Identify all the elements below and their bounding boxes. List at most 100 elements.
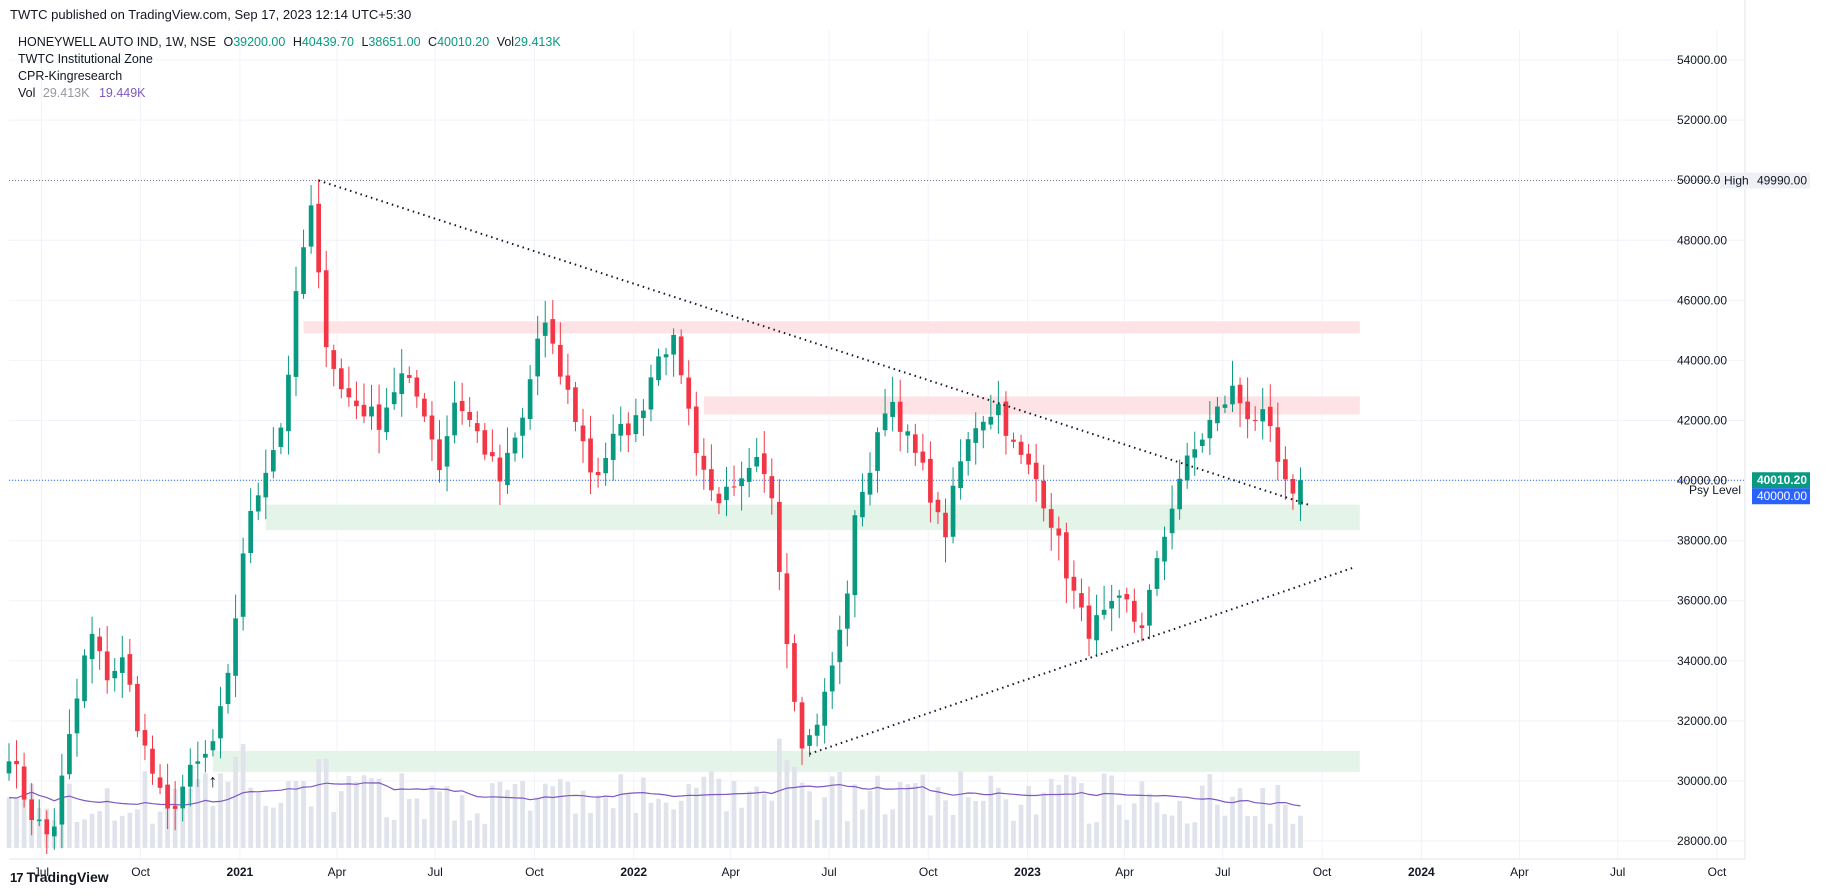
volume-bar xyxy=(1252,816,1258,848)
candle-up xyxy=(905,431,911,436)
volume-ma-value: 19.449K xyxy=(98,86,146,100)
volume-bar xyxy=(354,782,359,848)
candle-up xyxy=(270,450,276,472)
candle-up xyxy=(51,826,57,837)
candle-up xyxy=(618,423,624,436)
volume-bar xyxy=(980,800,986,848)
candle-down xyxy=(1139,625,1145,629)
candle-up xyxy=(1298,480,1303,505)
time-tick-label: Apr xyxy=(1510,865,1529,879)
candle-down xyxy=(580,425,586,442)
candle-up xyxy=(535,338,541,377)
candle-down xyxy=(777,501,782,572)
volume-bar xyxy=(656,798,661,848)
volume-bar xyxy=(1018,804,1024,848)
time-tick-label: Oct xyxy=(919,865,938,879)
candle-down xyxy=(1245,401,1250,420)
candle-up xyxy=(82,655,87,702)
volume-bar xyxy=(89,813,95,848)
psy-level-label: Psy Level xyxy=(1689,483,1741,497)
high-label: High xyxy=(1724,173,1749,187)
volume-bar xyxy=(860,809,865,848)
indicator-cpr[interactable]: CPR-Kingresearch xyxy=(18,69,123,83)
volume-bar xyxy=(406,799,412,848)
symbol-ohlc-row[interactable]: HONEYWELL AUTO IND, 1W, NSE O39200.00 H4… xyxy=(18,34,561,51)
time-axis[interactable]: Jul Oct 2021 Apr Jul Oct 2022 Apr Jul Oct 2023 Apr J… xyxy=(34,865,1727,879)
candle-up xyxy=(278,427,284,447)
candle-down xyxy=(316,203,321,273)
volume-bar xyxy=(542,783,548,848)
volume-bar xyxy=(701,776,707,848)
candle-up xyxy=(610,433,616,460)
volume-bar xyxy=(248,787,254,848)
candle-down xyxy=(406,375,412,378)
candle-down xyxy=(135,683,140,732)
candle-up xyxy=(603,458,608,474)
volume-bar xyxy=(474,813,480,848)
candle-up xyxy=(1260,409,1266,422)
volume-bar xyxy=(565,781,571,848)
candle-down xyxy=(731,486,737,488)
candle-up xyxy=(844,593,850,629)
candle-down xyxy=(490,452,495,457)
candle-down xyxy=(1131,600,1137,622)
volume-bar xyxy=(74,821,80,848)
level-lines xyxy=(9,179,1745,481)
candle-up xyxy=(988,416,994,425)
candle-down xyxy=(467,411,473,420)
candle-up xyxy=(452,402,457,436)
time-tick-label: Apr xyxy=(721,865,740,879)
volume-bar xyxy=(1071,776,1077,848)
tradingview-brand: TradingView xyxy=(26,869,109,885)
price-axis[interactable]: 28000.00 30000.00 32000.00 34000.00 36000.00… xyxy=(1677,53,1727,848)
candle-up xyxy=(852,515,858,596)
candle-down xyxy=(943,512,948,538)
candle-down xyxy=(104,651,110,681)
candle-up xyxy=(641,410,646,419)
volume-bar xyxy=(1199,785,1205,848)
time-tick-label: Jul xyxy=(1610,865,1625,879)
volume-bar xyxy=(308,806,314,848)
candle-down xyxy=(1071,576,1077,591)
volume-bar xyxy=(104,788,110,848)
volume-bar xyxy=(127,812,133,848)
volume-bar xyxy=(557,779,563,848)
volume-bar xyxy=(837,772,843,848)
candle-down xyxy=(165,784,170,809)
tradingview-logo[interactable]: 17 TradingView xyxy=(10,869,109,885)
candle-up xyxy=(1147,589,1152,626)
volume-bar xyxy=(1101,773,1107,848)
symbol-title[interactable]: HONEYWELL AUTO IND, 1W, NSE xyxy=(18,35,216,49)
candle-up xyxy=(301,247,306,295)
volume-bar xyxy=(1184,823,1190,848)
candle-down xyxy=(1079,593,1084,608)
candle-down xyxy=(29,799,34,821)
candle-up xyxy=(973,428,979,443)
candle-up xyxy=(1184,455,1190,481)
candle-down xyxy=(21,766,27,800)
candle-down xyxy=(1056,528,1062,536)
candle-up xyxy=(520,417,525,436)
candle-up xyxy=(860,491,865,518)
vol-value: 29.413K xyxy=(514,35,561,49)
volume-indicator-row[interactable]: Vol 29.413K 19.449K xyxy=(18,85,561,102)
vol-label: Vol xyxy=(496,35,515,49)
candle-down xyxy=(376,404,382,430)
price-tick-label: 40000.00 xyxy=(1677,474,1727,488)
last-price-tag-bg xyxy=(1752,472,1810,489)
indicator-institutional-zone[interactable]: TWTC Institutional Zone xyxy=(18,52,153,66)
candle-down xyxy=(437,439,442,471)
candle-up xyxy=(225,672,231,705)
volume-bar xyxy=(482,823,488,848)
volume-bar xyxy=(550,786,556,848)
candle-up xyxy=(233,618,238,676)
volume-bar xyxy=(580,790,586,848)
candle-up xyxy=(399,373,405,394)
volume-bar xyxy=(195,779,201,848)
psy-price-tag-bg xyxy=(1752,488,1810,505)
volume-bar xyxy=(323,758,329,848)
volume-bar xyxy=(316,759,321,848)
volume-bar xyxy=(1290,823,1296,848)
candle-down xyxy=(550,319,556,344)
